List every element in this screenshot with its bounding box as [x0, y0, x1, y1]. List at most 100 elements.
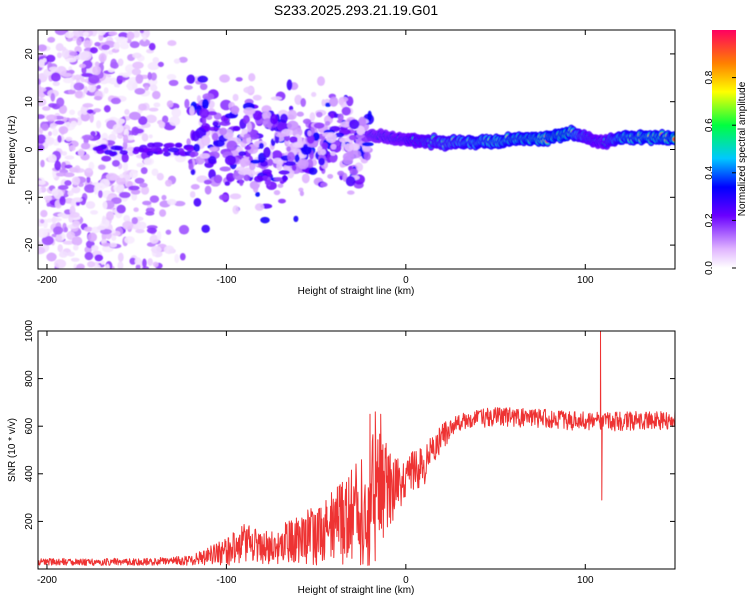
spectrogram-cell	[347, 190, 355, 195]
spectrogram-cell	[254, 203, 265, 211]
spectrogram-cell	[67, 190, 74, 197]
snr-axes: -200 -100 0 100 200 400 600 800 1000	[24, 319, 675, 586]
spectrogram-cell	[325, 132, 337, 143]
spectrogram-cell	[338, 137, 349, 143]
spectrogram-cell	[45, 137, 55, 145]
spectrogram-cell	[219, 166, 231, 172]
spectrogram-cell	[208, 126, 220, 132]
spectrogram-cell	[94, 254, 104, 262]
spectrogram-cell	[61, 46, 67, 52]
spectrogram-cell	[67, 251, 75, 257]
spectrogram-xlabel: Height of straight line (km)	[298, 286, 415, 297]
spectrogram-cell	[108, 77, 118, 85]
spectrogram-cell	[237, 169, 250, 175]
spectrogram-cell	[55, 234, 63, 241]
spectrogram-cell	[71, 186, 81, 194]
spectrogram-cell	[324, 98, 330, 104]
spectrogram-cell	[57, 185, 69, 190]
spectrogram-cell	[152, 57, 160, 64]
spectrogram-cell	[68, 167, 79, 173]
spectrogram-cell	[287, 151, 295, 162]
spectrogram-cell	[239, 179, 244, 186]
spectrogram-cell	[207, 155, 217, 165]
spectrogram-cell	[185, 146, 196, 152]
spectrogram-cell	[309, 112, 316, 122]
spectrogram-cell	[105, 211, 115, 221]
spectrogram-cell	[148, 134, 153, 139]
spectrogram-cell	[264, 179, 272, 186]
spectrogram-cell	[58, 126, 69, 135]
spectrogram-cell	[150, 72, 157, 81]
spectrogram-cell	[78, 63, 87, 69]
colorbar-ticks: 0.0 0.2 0.4 0.6 0.8	[704, 70, 736, 275]
spectrogram-cell	[109, 151, 117, 157]
spectrogram-cell	[105, 172, 118, 181]
spectrogram-cell	[110, 97, 122, 105]
spectrogram-cell	[250, 159, 261, 164]
spectrogram-cell	[101, 215, 107, 225]
spectrogram-cell	[64, 31, 75, 39]
spectrogram-cell	[54, 30, 67, 36]
spectrogram-ytick-label: 0	[24, 146, 35, 152]
spectrogram-cell	[215, 176, 222, 183]
spectrogram-cell	[179, 252, 186, 261]
spectrogram-cell	[201, 98, 209, 110]
spectrogram-cell	[157, 61, 164, 68]
spectrogram-cell	[329, 96, 339, 107]
spectrogram-cell	[147, 62, 160, 71]
spectrogram-cell	[38, 134, 47, 144]
spectrogram-cell	[134, 87, 146, 95]
spectrogram-cell	[94, 61, 100, 67]
spectrogram-cell	[226, 140, 238, 152]
spectrogram-cell	[135, 74, 144, 84]
spectrogram-cell	[254, 175, 264, 183]
spectrogram-cell	[40, 219, 45, 224]
spectrogram-cell	[75, 90, 83, 99]
spectrogram-cell	[76, 37, 82, 46]
spectrogram-cell	[65, 57, 77, 63]
spectrogram-cell	[111, 235, 117, 241]
spectrogram-cell	[67, 69, 75, 75]
spectrogram-cell	[88, 83, 96, 93]
spectrogram-cell	[337, 170, 345, 176]
snr-ytick-label: 400	[24, 465, 35, 482]
spectrogram-xtick-label: 100	[577, 275, 594, 286]
spectrogram-cell	[278, 170, 290, 175]
spectrogram-cell	[139, 182, 148, 188]
spectrogram-cell	[201, 224, 210, 233]
spectrogram-cell	[255, 191, 260, 197]
spectrogram-cell	[117, 252, 124, 263]
spectrogram-cell	[109, 242, 117, 248]
spectrogram-cell	[50, 72, 61, 82]
spectrogram-cell	[244, 145, 252, 151]
spectrogram-cell	[55, 172, 66, 177]
spectrogram-cell	[300, 145, 312, 156]
spectrogram-cell	[672, 136, 675, 142]
spectrogram-cell	[115, 36, 128, 44]
spectrogram-cell	[105, 263, 110, 269]
spectrogram-cell	[96, 120, 102, 129]
colorbar-tick-label: 0.2	[704, 213, 715, 227]
spectrogram-cell	[73, 74, 82, 81]
spectrogram-cell	[130, 189, 141, 195]
spectrogram-cell	[212, 121, 219, 127]
spectrogram-cell	[151, 168, 159, 176]
spectrogram-cell	[138, 116, 148, 126]
spectrogram-cell	[48, 66, 59, 72]
spectrogram-cell	[46, 252, 57, 262]
spectrogram-cell	[294, 94, 303, 105]
spectrogram-cell	[47, 36, 56, 43]
spectrogram-cell	[202, 93, 215, 101]
spectrogram-cell	[219, 74, 231, 83]
spectrogram-cell	[73, 30, 84, 38]
spectrogram-cell	[129, 257, 137, 265]
spectrogram-cell	[42, 57, 47, 63]
spectrogram-cell	[340, 121, 351, 128]
spectrogram-cell	[108, 31, 118, 36]
spectrogram-cell	[184, 98, 190, 109]
spectrogram-cell	[119, 41, 129, 49]
spectrogram-cell	[58, 104, 68, 115]
spectrogram-cell	[261, 169, 272, 175]
spectrogram-cell	[66, 231, 75, 240]
spectrogram-cell	[86, 109, 94, 114]
